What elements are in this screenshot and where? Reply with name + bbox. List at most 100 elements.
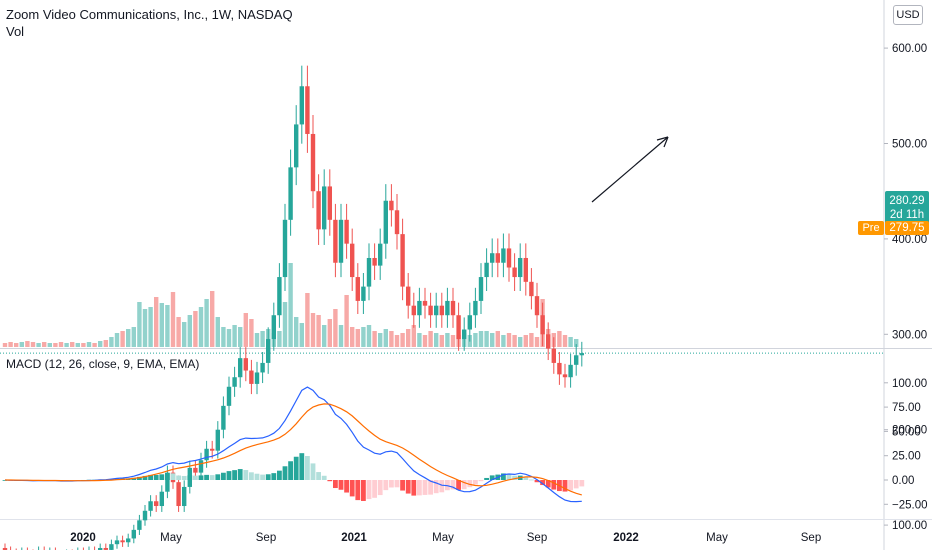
candle [361, 286, 366, 301]
volume-bar [490, 333, 495, 347]
macd-histogram-bar [142, 475, 148, 480]
macd-histogram-bar [411, 480, 417, 496]
trend-arrow [591, 136, 669, 203]
candle [529, 281, 534, 297]
volume-bar [232, 325, 237, 347]
macd-tick-label: 50.00 [892, 426, 921, 438]
volume-bar [103, 340, 108, 347]
candle [518, 257, 523, 278]
volume-bar [305, 293, 310, 347]
candle [411, 305, 416, 316]
volume-bar [327, 319, 332, 347]
candle [198, 460, 204, 473]
candle [254, 372, 260, 384]
candle [568, 364, 573, 378]
candle [109, 544, 114, 550]
macd-histogram-bar [344, 480, 349, 493]
candle [366, 257, 372, 287]
volume-bar [366, 325, 372, 347]
macd-histogram-bar [551, 480, 557, 490]
last-price: 280.29 [889, 195, 925, 207]
volume-bar [288, 263, 293, 347]
candle [445, 300, 450, 316]
currency-button[interactable]: USD [893, 5, 923, 25]
volume-bar [450, 335, 456, 347]
volume-bar [574, 339, 579, 347]
volume-bar [495, 331, 500, 347]
macd-histogram-bar [226, 471, 232, 480]
macd-histogram-bar [433, 480, 439, 494]
volume-bar [226, 329, 232, 347]
volume-bar [534, 337, 540, 347]
macd-histogram-bar [349, 480, 355, 497]
time-tick-label: May [160, 532, 182, 544]
candle [551, 348, 556, 363]
volume-bar [372, 331, 377, 347]
candle [574, 355, 579, 365]
candle [506, 248, 512, 268]
macd-histogram-bar [478, 480, 484, 482]
macd-histogram-bar [562, 480, 568, 492]
macd-histogram-bar [204, 474, 209, 480]
candle [310, 133, 316, 192]
candle [439, 305, 444, 316]
candle [316, 191, 321, 230]
candle [400, 234, 405, 287]
candle [103, 547, 108, 550]
bar-countdown: 2d 11h [889, 209, 925, 221]
macd-tick-label: 0.00 [892, 475, 914, 487]
candle [260, 362, 265, 373]
macd-histogram-bar [153, 474, 159, 480]
volume-bar [25, 341, 30, 347]
candle [428, 305, 433, 316]
macd-histogram-bar [148, 474, 153, 480]
candle [131, 529, 136, 539]
candle [98, 547, 103, 550]
volume-bar [316, 315, 321, 347]
candle [579, 353, 584, 356]
candle [350, 243, 355, 278]
candle [277, 277, 282, 316]
volume-bar [8, 342, 13, 347]
candle [417, 300, 422, 316]
candle [495, 253, 500, 263]
volume-bar [518, 337, 523, 347]
macd-histogram-bar [366, 480, 372, 500]
macd-histogram-bar [512, 475, 517, 480]
volume-bar [277, 331, 282, 347]
price-tick-label: 500.00 [892, 139, 927, 151]
volume-bar [142, 309, 148, 347]
macd-histogram-bar [305, 456, 310, 480]
volume-bar [355, 329, 360, 347]
signal-line [5, 403, 582, 496]
candle [232, 377, 237, 387]
candle [467, 315, 472, 330]
candle [523, 257, 528, 282]
volume-bar [417, 333, 422, 347]
candle [221, 405, 226, 430]
macd-histogram-bar [545, 480, 551, 488]
candle [562, 374, 568, 378]
macd-histogram-bar [389, 480, 394, 488]
candle [159, 491, 164, 507]
volume-bar [523, 335, 528, 347]
volume-bar [58, 342, 64, 347]
macd-histogram-bar [198, 475, 204, 480]
time-tick-label: 2021 [341, 532, 367, 544]
volume-bar [215, 317, 220, 347]
macd-histogram-bar [321, 475, 327, 480]
macd-histogram-bar [221, 472, 226, 480]
candle [137, 520, 142, 530]
candle [126, 538, 131, 543]
candle [238, 358, 243, 378]
volume-bar [383, 329, 388, 347]
macd-histogram-bar [209, 475, 215, 480]
volume-bar [344, 295, 349, 347]
volume-bar [221, 327, 226, 347]
volume-bar [478, 331, 484, 347]
volume-bar [154, 297, 159, 347]
macd-histogram-bar [249, 472, 254, 480]
volume-bar [165, 305, 170, 347]
volume-bar [411, 325, 416, 347]
